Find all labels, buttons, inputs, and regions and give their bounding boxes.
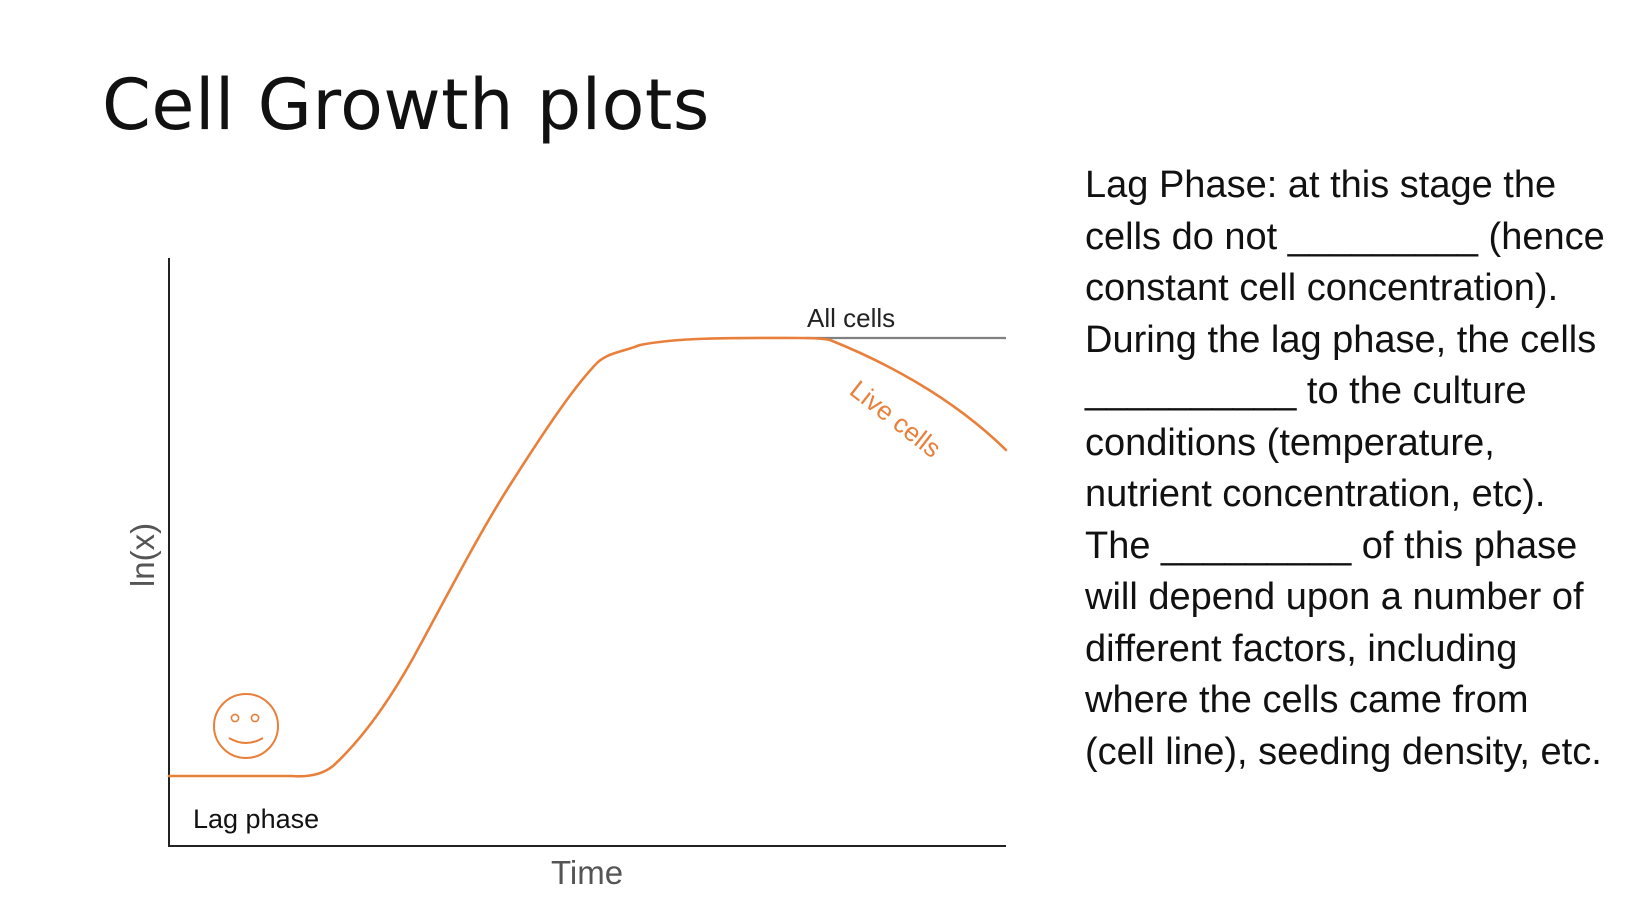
description-line: Lag Phase: at this stage the [1085,164,1557,206]
unused-guide [169,345,603,776]
x-axis-label: Time [551,854,623,891]
all-cells-label: All cells [807,303,895,333]
description-line: cells do not _________ (hence [1085,215,1605,258]
live-cells-label: Live cells [844,374,947,463]
description-line: conditions (temperature, [1085,421,1495,464]
description-line: nutrient concentration, etc). [1085,473,1546,515]
description-line: __________ to the culture [1085,370,1527,412]
growth-plot-svg: All cells Live cells Lag phase ln(x) Tim… [124,258,1008,891]
description-line: (cell line), seeding density, etc. [1085,730,1602,773]
y-axis-label: ln(x) [124,523,161,587]
description-line: different factors, including [1085,627,1518,670]
description-line: During the lag phase, the cells [1085,318,1597,361]
lag-phase-description: Lag Phase: at this stage the cells do no… [1085,160,1644,778]
live-cells-curve [167,336,1008,778]
smiley-face-icon [213,693,279,759]
description-line: where the cells came from [1085,679,1529,721]
growth-plot: All cells Live cells Lag phase ln(x) Tim… [124,258,1008,891]
lag-phase-label: Lag phase [193,804,319,834]
slide-title: Cell Growth plots [102,64,710,146]
description-line: will depend upon a number of [1085,576,1584,618]
description-line: The _________ of this phase [1085,524,1578,567]
description-line: constant cell concentration). [1085,267,1559,309]
